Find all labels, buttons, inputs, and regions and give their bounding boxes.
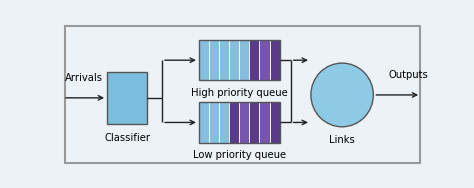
Bar <box>249 102 259 143</box>
Bar <box>259 102 270 143</box>
Ellipse shape <box>311 63 374 127</box>
Text: Links: Links <box>329 135 355 145</box>
Bar <box>209 102 219 143</box>
Bar <box>249 40 259 80</box>
Bar <box>219 40 229 80</box>
Text: Classifier: Classifier <box>104 133 150 143</box>
Bar <box>229 40 239 80</box>
Text: Low priority queue: Low priority queue <box>193 150 286 160</box>
Bar <box>239 102 249 143</box>
Bar <box>239 40 249 80</box>
Bar <box>199 102 209 143</box>
Bar <box>259 40 270 80</box>
Bar <box>199 102 280 143</box>
Text: Arrivals: Arrivals <box>65 73 103 83</box>
Bar <box>270 40 280 80</box>
Bar <box>209 40 219 80</box>
Bar <box>219 102 229 143</box>
Bar <box>199 40 280 80</box>
Text: Outputs: Outputs <box>388 70 428 80</box>
Bar <box>270 102 280 143</box>
Bar <box>199 40 209 80</box>
Bar <box>107 72 147 124</box>
Bar <box>229 102 239 143</box>
Text: High priority queue: High priority queue <box>191 88 288 98</box>
